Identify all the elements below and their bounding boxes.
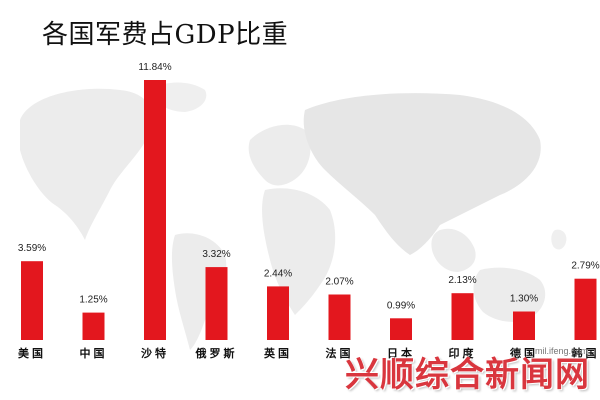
category-label-8: 印度 [449,346,477,360]
value-label-1: 3.59% [18,243,46,254]
bar-9 [513,311,535,340]
category-label-5: 英国 [263,346,292,360]
category-label-7: 日本 [387,346,415,360]
value-label-6: 2.07% [325,277,353,288]
bar-2 [82,312,105,340]
category-label-2: 中国 [80,346,108,360]
category-label-1: 美国 [18,346,46,360]
bar-6 [328,294,351,340]
watermark-text: 兴顺综合新闻网 [345,355,590,395]
chart-title: 各国军费占GDP比重 [42,20,289,50]
category-label-4: 俄罗斯 [195,346,238,360]
bar-5 [267,286,289,340]
bar-10 [574,278,597,340]
value-label-9: 1.30% [510,294,538,305]
value-label-10: 2.79% [571,261,599,272]
bar-4 [205,267,228,340]
value-label-2: 1.25% [79,295,107,306]
value-label-5: 2.44% [264,268,292,279]
value-labels-group: 3.59% 1.25% 11.84% 3.32% 2.44% 2.07% 0.99% 2.13… [18,62,600,311]
value-label-4: 3.32% [202,249,230,260]
world-map-background [20,82,567,350]
category-label-3: 沙特 [141,346,169,360]
bar-1 [21,261,43,340]
value-label-3: 11.84% [138,62,171,73]
source-caption: mil.ifeng.com [534,346,588,356]
bar-8 [451,293,474,340]
category-labels-group: 美国 中国 沙特 俄罗斯 英国 法国 日本 印度 德国 韩国 [18,346,600,360]
bar-7 [390,318,412,340]
value-label-7: 0.99% [387,300,415,311]
bars-group [21,80,597,340]
bar-3 [144,80,166,340]
value-label-8: 2.13% [448,275,476,286]
category-label-10: 韩国 [572,346,600,360]
category-label-9: 德国 [509,346,538,360]
category-label-6: 法国 [326,346,354,360]
